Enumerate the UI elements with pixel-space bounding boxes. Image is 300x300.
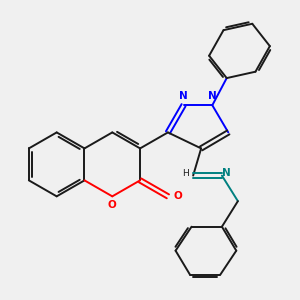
Text: O: O bbox=[174, 191, 182, 201]
Text: N: N bbox=[179, 92, 188, 101]
Text: N: N bbox=[208, 92, 217, 101]
Text: H: H bbox=[182, 169, 189, 178]
Text: O: O bbox=[108, 200, 117, 210]
Text: N: N bbox=[222, 168, 231, 178]
